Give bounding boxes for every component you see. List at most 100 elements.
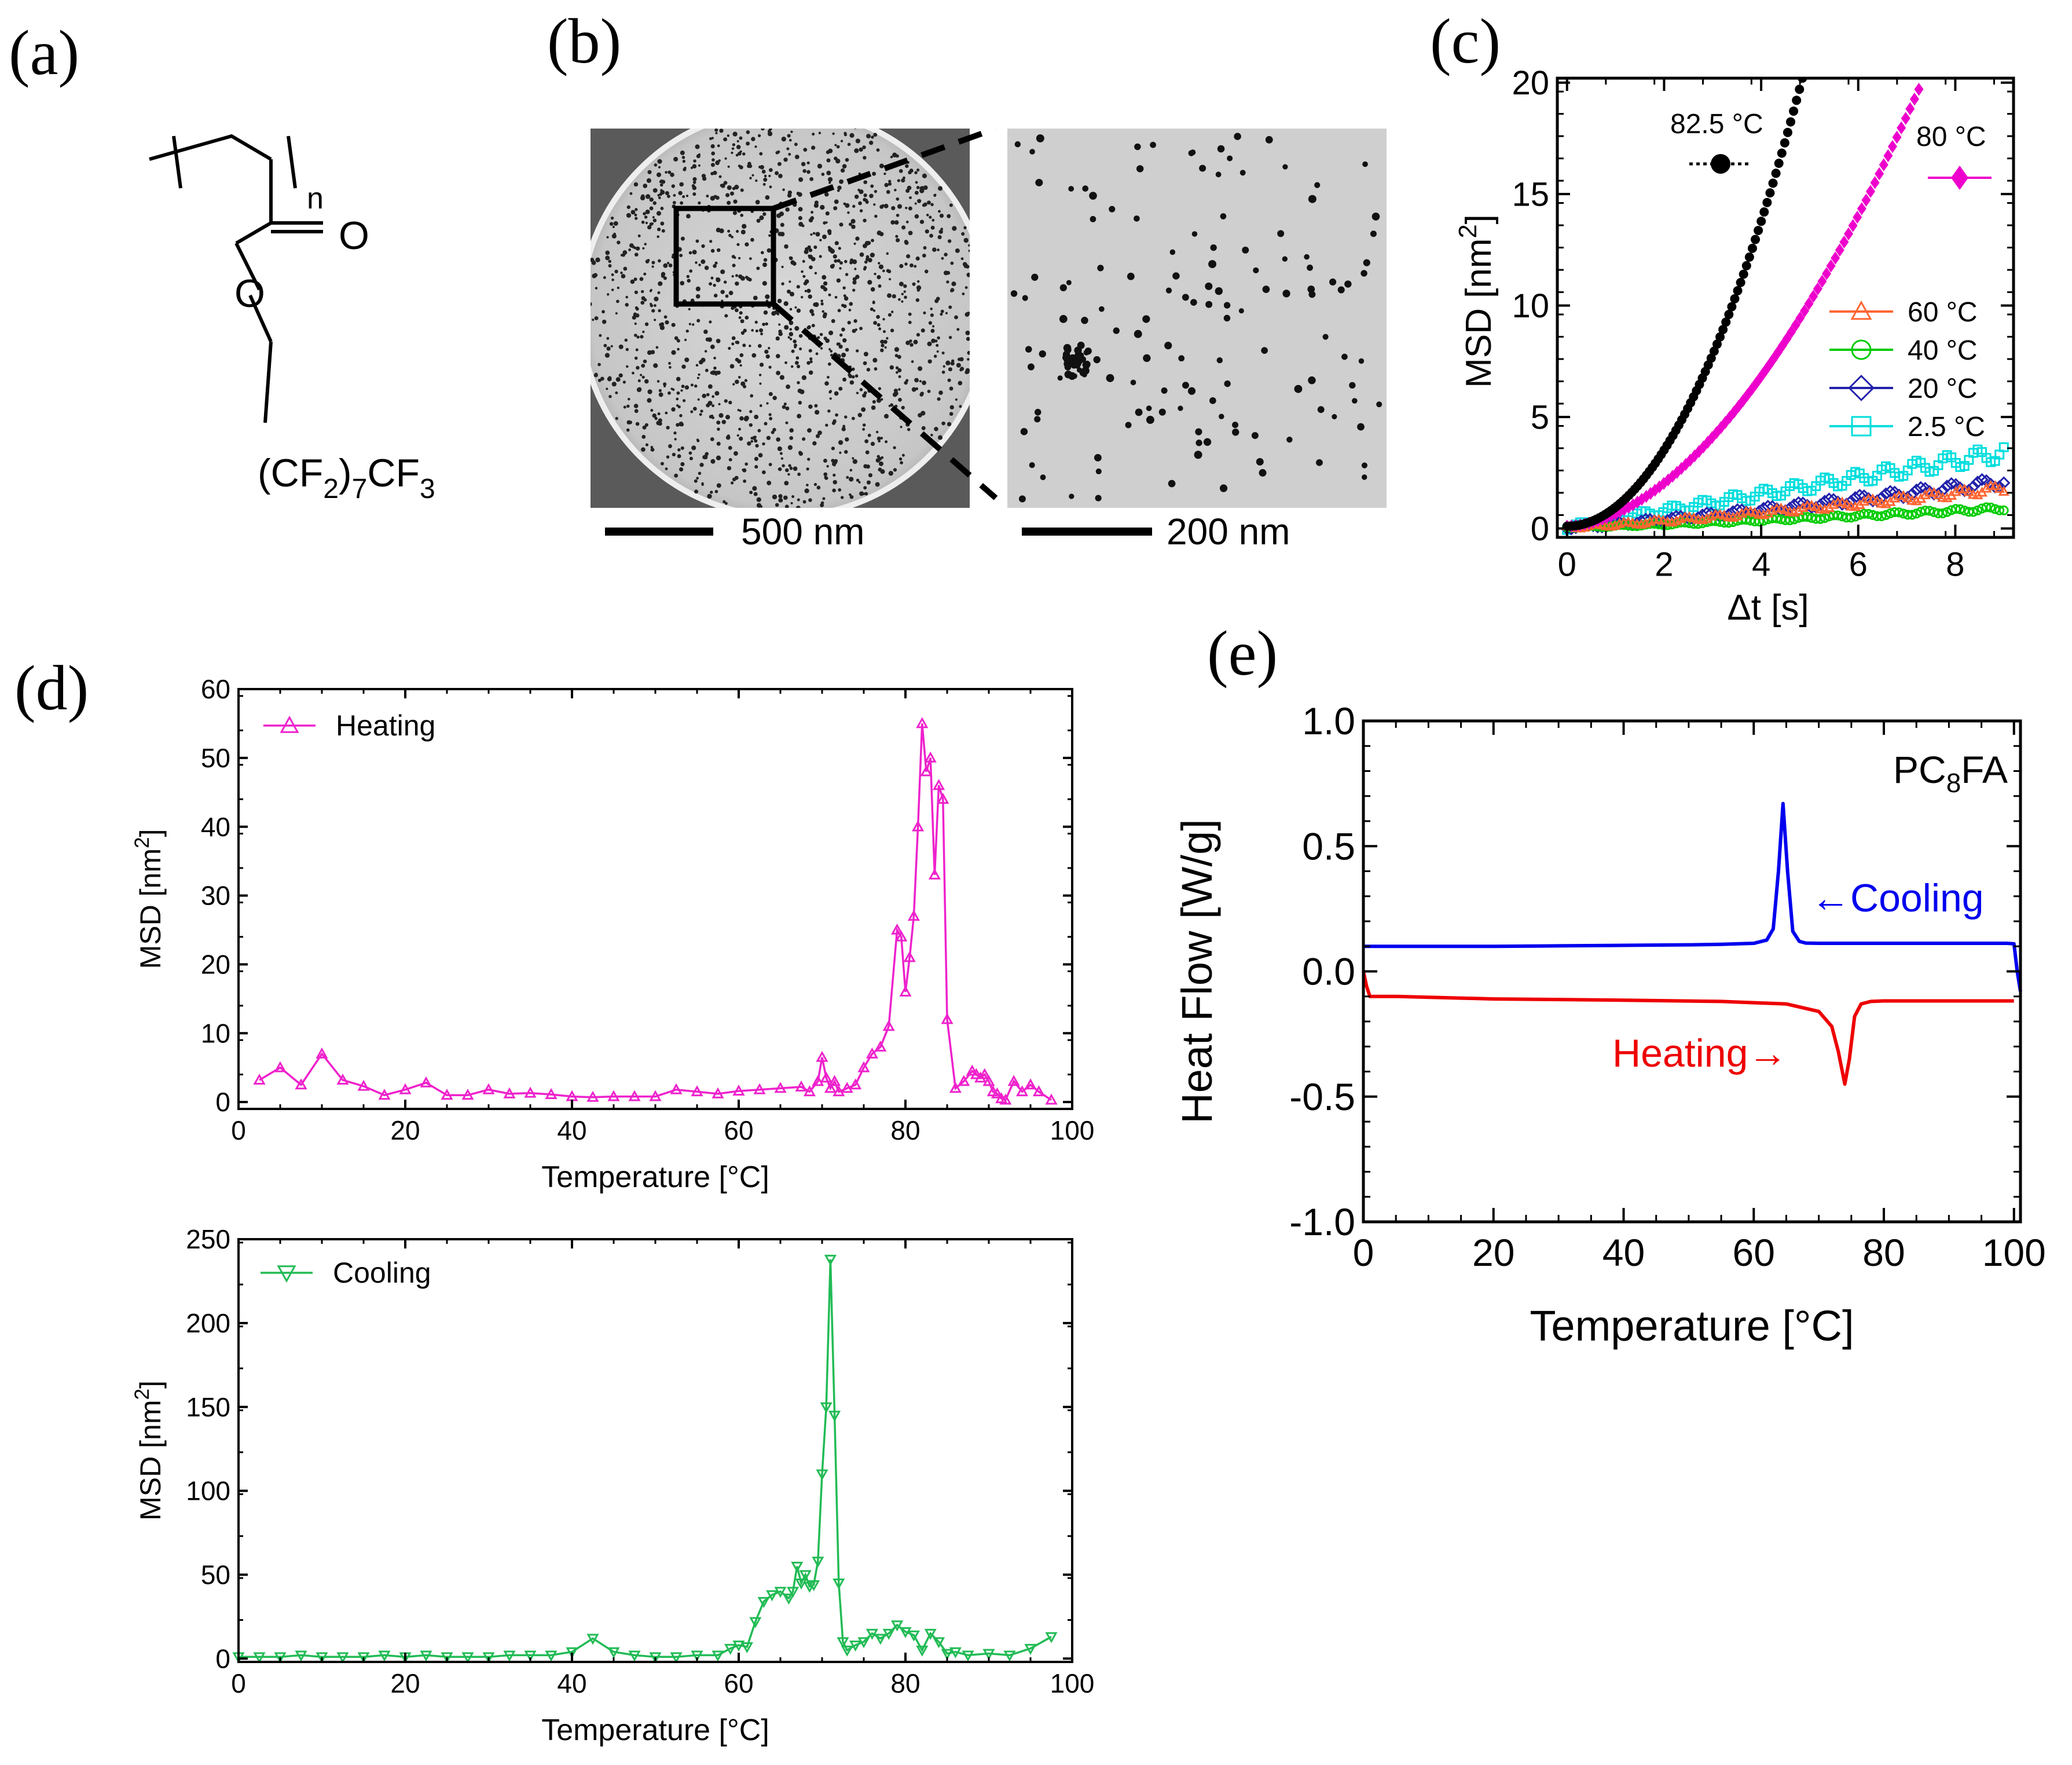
- tem-image-zoom: [1007, 129, 1387, 508]
- data-point: [1762, 197, 1772, 207]
- data-point: [586, 1634, 599, 1645]
- carbonyl-oxygen: O: [339, 214, 369, 258]
- data-point: [1802, 512, 1813, 522]
- data-point: [1795, 85, 1805, 94]
- data-point: [586, 1090, 599, 1102]
- data-point: [670, 1083, 683, 1094]
- legend-label: 2.5 °C: [1908, 412, 1985, 442]
- data-point: [1839, 235, 1849, 249]
- data-point: [1809, 290, 1818, 303]
- data-point: [1867, 493, 1879, 504]
- tem-image-wide: [591, 126, 998, 508]
- chart-c-xtick-label: 2: [1655, 546, 1673, 584]
- data-point: [1769, 351, 1778, 365]
- data-point: [1914, 481, 1928, 495]
- data-point: [1870, 176, 1880, 189]
- data-point: [774, 1587, 787, 1598]
- data-point: [833, 1578, 845, 1590]
- data-point: [1994, 505, 2005, 515]
- data-point: [461, 1089, 474, 1100]
- data-point: [999, 1093, 1012, 1105]
- data-point: [820, 1402, 833, 1414]
- data-point: [1998, 485, 2009, 496]
- data-point: [1627, 517, 1638, 528]
- data-point: [1968, 507, 1978, 517]
- data-point: [828, 1411, 841, 1422]
- data-point: [991, 1087, 1003, 1098]
- chart-c-ytick-label: 10: [1512, 287, 1549, 325]
- data-point: [1981, 502, 1992, 512]
- data-point: [1780, 138, 1789, 148]
- data-point: [1624, 500, 1634, 514]
- data-point: [1989, 480, 2001, 490]
- data-point: [924, 1628, 937, 1640]
- chart-d-cooling-xtick-label: 80: [890, 1668, 920, 1698]
- chart-d-heating-xtick-label: 20: [390, 1115, 420, 1145]
- data-point: [724, 1643, 737, 1655]
- data-point: [1831, 251, 1840, 265]
- data-point: [1791, 318, 1800, 332]
- data-point: [791, 1561, 804, 1573]
- legend-marker: [1848, 375, 1875, 401]
- data-point: [1738, 394, 1748, 408]
- chart-c-xtick-label: 8: [1946, 546, 1964, 584]
- data-point: [1749, 507, 1761, 517]
- chart-d-cooling-xtick-label: 40: [557, 1668, 586, 1698]
- data-point: [1718, 325, 1728, 335]
- panel-b-label: (b): [547, 6, 621, 76]
- repeat-unit-n: n: [307, 182, 324, 215]
- data-point: [899, 985, 912, 997]
- data-point: [1701, 512, 1712, 523]
- data-point: [1941, 492, 1953, 503]
- series-82-5-C: [1562, 78, 1807, 531]
- data-point: [812, 1075, 824, 1086]
- chart-d-heating-ytick-label: 30: [201, 881, 230, 911]
- data-point: [941, 1649, 954, 1660]
- chart-e-ytick-label: 0.0: [1302, 950, 1355, 993]
- data-point: [866, 1047, 878, 1059]
- chart-c-ylabel: MSD [nm2]: [1454, 214, 1499, 388]
- chart-d-heating-xlabel: Temperature [°C]: [541, 1160, 769, 1194]
- data-point: [274, 1652, 287, 1664]
- data-point: [1718, 510, 1730, 520]
- data-point: [1792, 96, 1802, 105]
- data-point: [1712, 339, 1722, 349]
- data-point: [274, 1061, 287, 1072]
- data-point: [1745, 505, 1756, 516]
- data-point: [828, 1075, 841, 1086]
- data-point: [461, 1652, 474, 1664]
- data-point: [1728, 517, 1738, 527]
- data-point: [1756, 217, 1766, 226]
- chart-d-cooling-xtick-label: 20: [390, 1668, 420, 1698]
- data-point: [820, 1071, 833, 1083]
- data-point: [1668, 470, 1678, 483]
- data-point: [1858, 496, 1870, 506]
- data-point: [1729, 405, 1739, 419]
- data-point: [949, 1647, 962, 1658]
- data-point: [903, 951, 916, 962]
- data-point: [1732, 510, 1743, 521]
- data-point: [916, 717, 929, 728]
- chart-c-ytick-label: 5: [1531, 398, 1549, 436]
- chart-c-xtick-label: 0: [1558, 546, 1576, 584]
- data-point: [1615, 505, 1624, 519]
- chart-e-xtick-label: 0: [1353, 1231, 1374, 1274]
- data-point: [1950, 504, 1961, 514]
- legend-marker: [1851, 339, 1872, 360]
- chart-c-ytick-label: 20: [1512, 64, 1549, 102]
- data-point: [1841, 498, 1853, 508]
- data-point: [1901, 112, 1910, 125]
- data-point: [749, 1617, 762, 1628]
- data-point: [907, 910, 920, 921]
- data-point: [1865, 185, 1875, 198]
- data-point: [982, 1649, 995, 1660]
- data-point: [712, 1087, 724, 1098]
- data-point: [1024, 1643, 1037, 1655]
- chart-d-heating-ytick-label: 0: [215, 1087, 230, 1117]
- data-point: [1024, 1078, 1037, 1090]
- legend-label: 80 °C: [1916, 122, 1986, 152]
- data-point: [1875, 491, 1888, 504]
- data-point: [1789, 106, 1799, 116]
- chart-d-cooling-ytick-label: 150: [186, 1392, 230, 1422]
- data-point: [1804, 297, 1814, 310]
